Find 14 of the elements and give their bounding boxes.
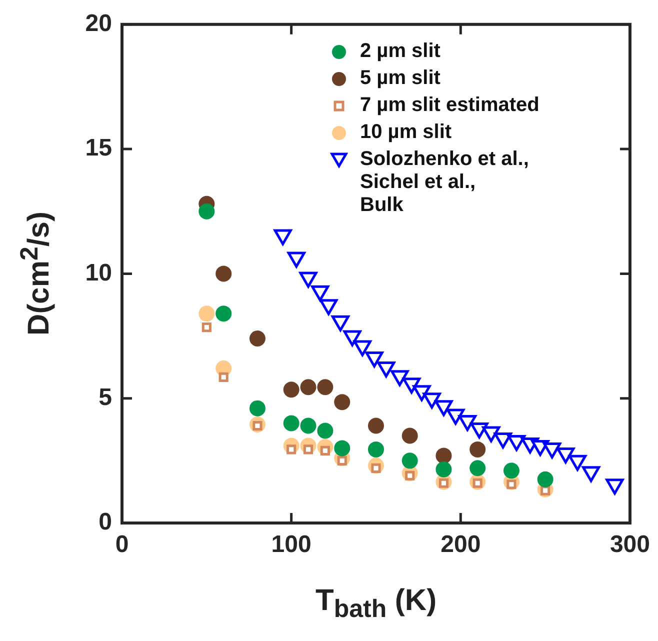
x-tick-label: 300 [610, 531, 650, 558]
legend-label: 2 µm slit [360, 40, 440, 63]
legend-label: Solozhenko et al., Sichel et al., Bulk [360, 148, 529, 217]
y-tick-label: 15 [85, 134, 112, 162]
y-tick-label: 5 [98, 384, 112, 411]
y-tick-label: 10 [85, 259, 112, 286]
x-tick-label: 200 [440, 531, 481, 558]
y-tick-label: 0 [98, 508, 112, 536]
legend-label: 5 µm slit [360, 67, 440, 90]
legend-label: 10 µm slit [360, 121, 452, 144]
legend-label: 7 µm slit estimated [360, 94, 540, 117]
y-tick-label: 20 [85, 10, 112, 38]
x-axis-title: T$_{bath}$ (K) [315, 584, 437, 624]
x-tick-label: 100 [271, 531, 312, 558]
